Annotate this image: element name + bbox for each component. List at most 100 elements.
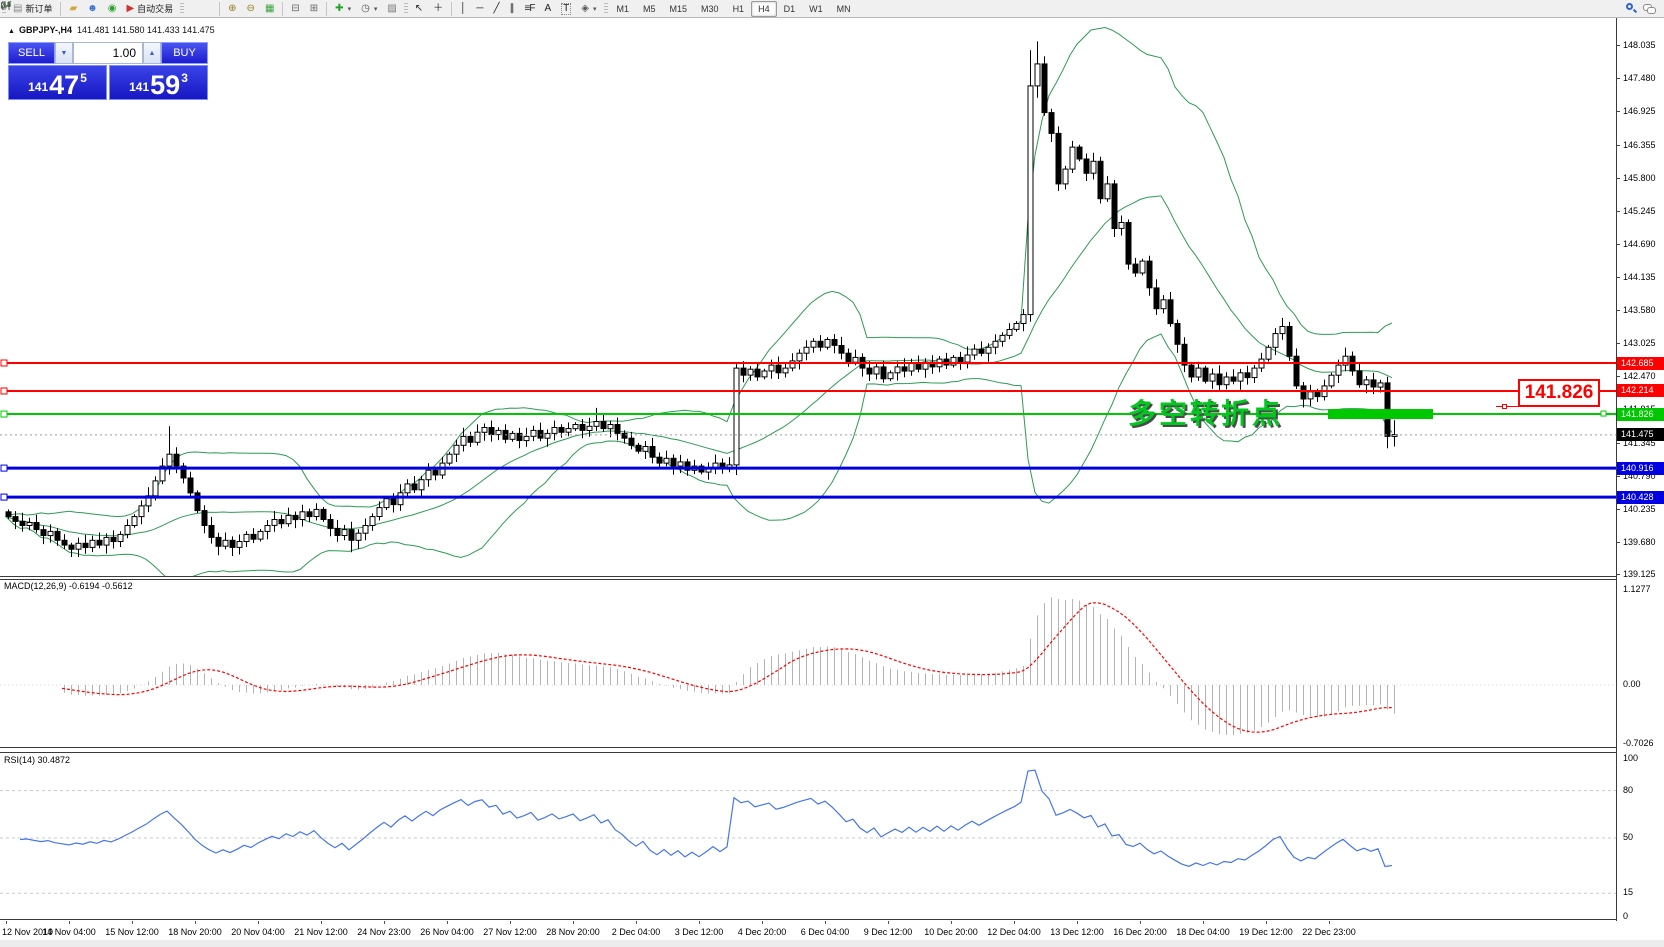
price-badge: 140.916 <box>1617 461 1664 475</box>
add-indicator-icon: ✚ <box>335 2 344 14</box>
bar-chart-button[interactable] <box>1 1 196 17</box>
collapse-icon[interactable]: ▲ <box>8 28 15 35</box>
macd-axis-label: -0.7026 <box>1623 738 1654 749</box>
time-label: 2 Dec 04:00 <box>611 927 661 937</box>
volume-increase-button[interactable]: ▲ <box>143 42 161 64</box>
toolbar-grip[interactable] <box>2 2 6 15</box>
time-label: 4 Dec 20:00 <box>737 927 787 937</box>
trendline-tool[interactable]: ╱ <box>489 1 505 17</box>
time-label: 9 Dec 12:00 <box>863 927 913 937</box>
hline-icon: ─ <box>476 2 484 14</box>
chart-shift-icon: ⊞ <box>309 2 319 14</box>
time-label: 27 Nov 12:00 <box>483 927 537 937</box>
vline-icon: │ <box>460 2 467 14</box>
vline-tool[interactable]: │ <box>455 1 471 17</box>
time-label: 16 Dec 20:00 <box>1113 927 1167 937</box>
timeframe-button-m30[interactable]: M30 <box>701 3 719 14</box>
price-tick: 146.925 <box>1617 106 1664 117</box>
chart-annotation-text[interactable]: 多空转折点 <box>1128 398 1284 429</box>
candlestick-chart[interactable] <box>0 18 1616 576</box>
text-tool[interactable]: A <box>540 1 557 17</box>
price-tick: 148.035 <box>1617 40 1664 51</box>
channel-tool[interactable]: ∥ <box>505 1 520 17</box>
time-label: 10 Dec 20:00 <box>924 927 978 937</box>
line-chart-icon <box>0 0 12 9</box>
timeframe-button-m1[interactable]: M1 <box>616 3 630 14</box>
timeframe-button-m5[interactable]: M5 <box>643 3 656 14</box>
auto-scroll-icon: ⊟ <box>291 2 300 14</box>
time-label: 6 Dec 04:00 <box>800 927 850 937</box>
accounts-button[interactable]: ☻ <box>82 1 103 17</box>
time-label: 21 Nov 12:00 <box>294 927 348 937</box>
buy-button[interactable]: BUY <box>161 42 208 64</box>
volume-input[interactable] <box>73 42 143 64</box>
bid-price-box[interactable]: 141 47 5 <box>8 65 107 100</box>
fibonacci-tool[interactable]: ≡F <box>520 1 540 17</box>
ask-sup: 3 <box>181 71 188 85</box>
macd-pane[interactable] <box>0 579 1616 748</box>
price-axis[interactable]: 148.035 147.480 146.925 146.355 145.800 145.2… <box>1616 18 1664 921</box>
periods-button[interactable]: ◷ ▾ <box>361 2 378 14</box>
rsi-pane[interactable] <box>0 752 1616 920</box>
chart-shift-button[interactable]: ⊞ <box>305 1 323 17</box>
rsi-chart <box>0 769 1616 894</box>
new-order-button[interactable]: ▤ 新订单 <box>8 1 57 17</box>
autotrade-label: 自动交易 <box>137 4 174 14</box>
zoom-out-button[interactable]: ⊖ <box>242 1 260 17</box>
person-icon: ☻ <box>87 2 98 14</box>
search-icon[interactable] <box>1626 3 1638 14</box>
auto-scroll-button[interactable]: ⊟ <box>286 1 304 17</box>
arrows-tool[interactable]: ◈ ▾ <box>581 2 597 14</box>
time-label: 26 Nov 04:00 <box>420 927 474 937</box>
main-chart-pane[interactable] <box>0 18 1616 577</box>
autotrade-button[interactable]: ▶ 自动交易 <box>121 1 178 17</box>
zoom-in-button[interactable]: ⊕ <box>223 1 241 17</box>
tile-windows-button[interactable]: ▦ <box>260 1 279 17</box>
timeframe-button-m15[interactable]: M15 <box>669 3 688 14</box>
timeframe-button-w1[interactable]: W1 <box>809 3 823 14</box>
price-tick: 143.580 <box>1617 305 1664 316</box>
price-badge: 140.428 <box>1617 490 1664 504</box>
signals-button[interactable]: ◉ <box>103 1 122 17</box>
symbol-name: GBPJPY-,H4 <box>18 25 72 35</box>
text-label-icon: T <box>561 2 572 15</box>
hline-tool[interactable]: ─ <box>471 1 488 17</box>
price-tick: 140.235 <box>1617 504 1664 515</box>
time-label: 3 Dec 12:00 <box>674 927 724 937</box>
market-watch-button[interactable]: ▰ <box>64 1 82 17</box>
new-order-label: 新订单 <box>25 4 53 14</box>
symbol-header: ▲ GBPJPY-,H4 141.481 141.580 141.433 141.… <box>8 25 215 35</box>
add-indicator-button[interactable]: ✚ ▾ <box>335 2 352 14</box>
timeframe-button-mn[interactable]: MN <box>836 3 851 14</box>
price-tick: 144.690 <box>1617 239 1664 250</box>
sell-button[interactable]: SELL <box>8 42 55 64</box>
price-tick: 139.125 <box>1617 569 1664 580</box>
crosshair-tool[interactable]: ＋ <box>428 1 448 17</box>
chat-icon[interactable] <box>1643 3 1656 14</box>
time-label: 24 Nov 23:00 <box>357 927 411 937</box>
volume-decrease-button[interactable]: ▼ <box>55 42 73 64</box>
cursor-tool[interactable]: ↖ <box>410 1 428 17</box>
timeframe-button-d1[interactable]: D1 <box>783 3 796 14</box>
macd-label: MACD(12,26,9) -0.6194 -0.5612 <box>4 581 133 591</box>
time-axis[interactable]: 12 Nov 2019 14 Nov 04:00 15 Nov 12:00 18 No… <box>0 921 1664 947</box>
text-label-tool[interactable]: T <box>556 1 576 17</box>
price-badge: 141.826 <box>1617 407 1664 421</box>
rsi-axis-label: 0 <box>1623 911 1629 921</box>
ask-price-box[interactable]: 141 59 3 <box>109 65 208 100</box>
timeframe-button-h4[interactable]: H4 <box>751 0 777 17</box>
price-badge: 142.214 <box>1617 384 1664 398</box>
price-callout-box[interactable]: 141.826 <box>1518 379 1600 407</box>
symbol-ohlc: 141.481 141.580 141.433 141.475 <box>76 25 215 35</box>
price-tick: 145.245 <box>1617 206 1664 217</box>
line-chart-button[interactable] <box>0 0 216 17</box>
price-tick: 141.345 <box>1617 438 1664 449</box>
one-click-trading-panel: SELL ▼ ▲ BUY 141 47 5 141 59 3 <box>8 42 208 100</box>
ask-big: 59 <box>150 70 181 100</box>
timeframe-button-h1[interactable]: H1 <box>732 3 745 14</box>
templates-button[interactable]: ▨ <box>382 1 401 17</box>
candle-chart-button[interactable] <box>1 1 206 17</box>
rsi-axis-label: 80 <box>1623 784 1634 795</box>
rsi-axis-label: 50 <box>1623 832 1634 842</box>
